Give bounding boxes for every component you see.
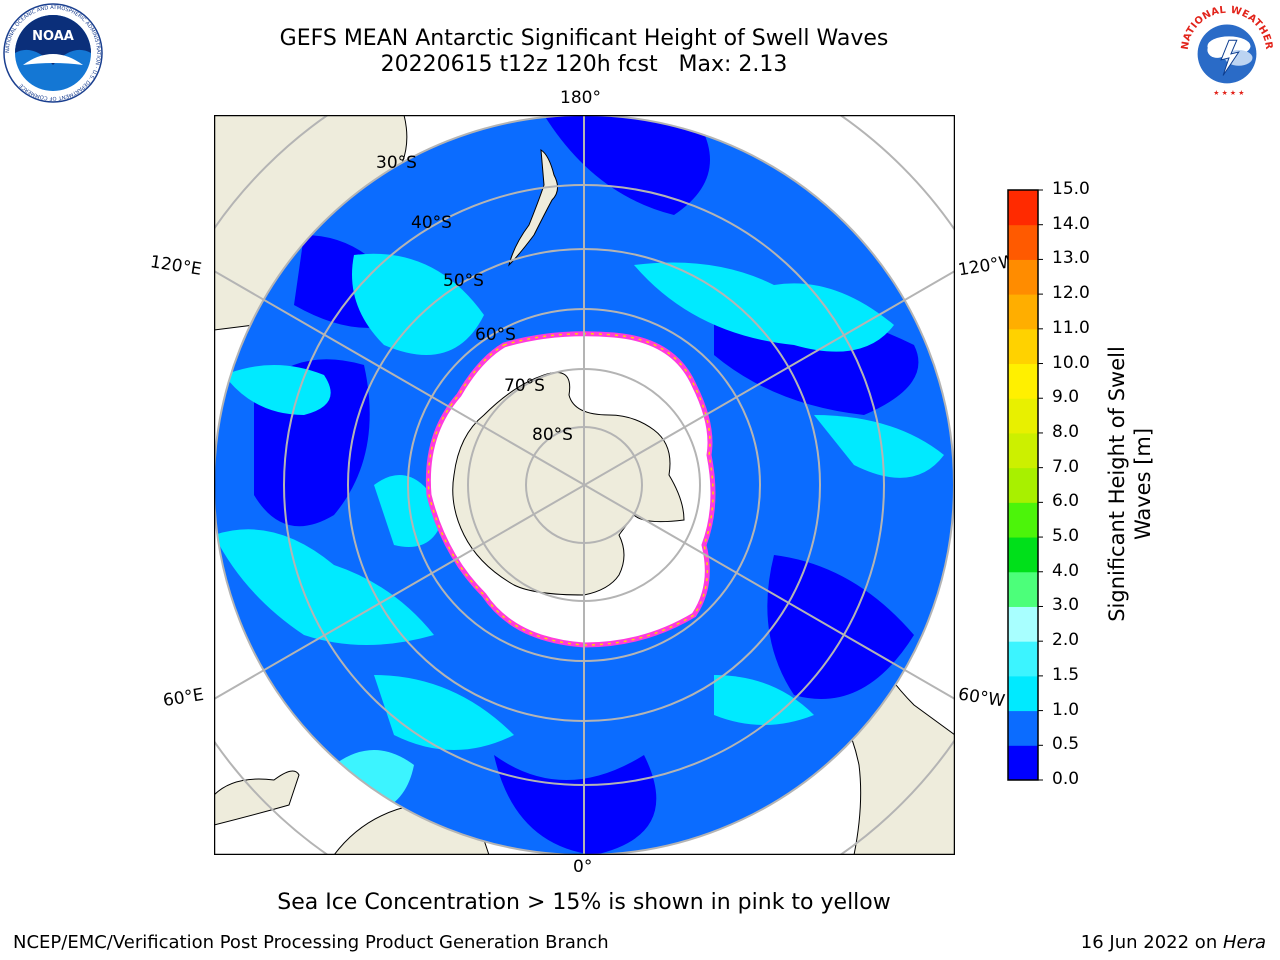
colorbar-segment (1008, 537, 1038, 573)
colorbar-frame (1007, 189, 1039, 781)
colorbar-segment (1008, 259, 1038, 295)
lon-label-top: 180° (560, 88, 601, 108)
colorbar-tick-label: 11.0 (1052, 317, 1090, 338)
lat-label-50s: 50°S (443, 271, 484, 291)
map-frame (214, 115, 955, 855)
lon-label-lower-left: 60°E (161, 684, 206, 712)
nws-logo: NATIONAL WEATHER SERVICE ★ ★ ★ ★ (1174, 0, 1276, 105)
colorbar-segment (1008, 328, 1038, 365)
colorbar-tick-label: 10.0 (1052, 352, 1090, 373)
colorbar-segment (1008, 432, 1038, 469)
colorbar-segment (1008, 467, 1038, 503)
footer-date: 16 Jun 2022 on Hera (1081, 932, 1266, 953)
colorbar (1007, 189, 1043, 781)
lon-label-bottom: 0° (573, 857, 593, 877)
colorbar-tick-label: 9.0 (1052, 387, 1080, 408)
lat-label-80s: 80°S (532, 425, 573, 445)
colorbar-tick-label: 1.5 (1052, 664, 1080, 685)
footer-branch: NCEP/EMC/Verification Post Processing Pr… (13, 932, 609, 953)
colorbar-tick-label: 3.0 (1052, 595, 1080, 616)
lon-label-lower-right: 60°W (956, 684, 1007, 712)
colorbar-tick-label: 4.0 (1052, 560, 1080, 581)
svg-text:★ ★ ★ ★: ★ ★ ★ ★ (1213, 89, 1244, 97)
noaa-logo: NATIONAL OCEANIC AND ATMOSPHERIC ADMINIS… (3, 3, 103, 107)
title-line-1: GEFS MEAN Antarctic Significant Height o… (279, 26, 889, 51)
colorbar-title-line1: Significant Height of Swell (1105, 346, 1129, 622)
colorbar-segment (1008, 363, 1038, 399)
new-zealand-land (508, 149, 558, 267)
colorbar-segment (1008, 745, 1038, 781)
colorbar-tick-label: 1.0 (1052, 699, 1080, 720)
colorbar-tick-label: 13.0 (1052, 248, 1090, 269)
footer-host: Hera (1222, 932, 1266, 953)
lat-label-40s: 40°S (411, 213, 452, 233)
latitude-labels: 30°S 40°S 50°S 60°S 70°S 80°S (376, 153, 573, 445)
lat-label-30s: 30°S (376, 153, 417, 173)
colorbar-tick-label: 6.0 (1052, 491, 1080, 512)
colorbar-tick-label: 8.0 (1052, 421, 1080, 442)
colorbar-segment (1008, 675, 1038, 712)
colorbar-tick-label: 7.0 (1052, 456, 1080, 477)
colorbar-tick-label: 0.5 (1052, 734, 1080, 755)
lat-label-70s: 70°S (504, 376, 545, 396)
colorbar-segment (1008, 606, 1038, 642)
colorbar-tick-label: 5.0 (1052, 526, 1080, 547)
colorbar-tick-label: 2.0 (1052, 630, 1080, 651)
colorbar-segment (1008, 502, 1038, 538)
colorbar-segment (1008, 641, 1038, 677)
polar-map: 30°S 40°S 50°S 60°S 70°S 80°S (214, 115, 955, 855)
colorbar-tick-label: 0.0 (1052, 769, 1080, 789)
colorbar-segment (1008, 571, 1038, 607)
footer-date-text: 16 Jun 2022 on (1080, 932, 1223, 953)
colorbar-segment (1008, 398, 1038, 434)
sea-ice-note: Sea Ice Concentration > 15% is shown in … (277, 890, 891, 915)
lon-label-upper-left: 120°E (148, 252, 203, 280)
colorbar-segment (1008, 710, 1038, 746)
colorbar-tick-label: 15.0 (1052, 179, 1090, 199)
antarctica-land (452, 372, 685, 596)
colorbar-segment (1008, 224, 1038, 260)
lat-label-60s: 60°S (475, 325, 516, 345)
colorbar-segment (1008, 190, 1038, 226)
colorbar-title: Significant Height of Swell Waves [m] (1104, 346, 1156, 622)
colorbar-segment (1008, 294, 1038, 330)
colorbar-tick-label: 12.0 (1052, 283, 1090, 304)
colorbar-tick-label: 14.0 (1052, 213, 1090, 234)
noaa-text: NOAA (32, 29, 74, 44)
chart-title: GEFS MEAN Antarctic Significant Height o… (0, 26, 1168, 78)
colorbar-title-line2: Waves [m] (1131, 427, 1155, 541)
title-line-2: 20220615 t12z 120h fcst Max: 2.13 (380, 52, 788, 77)
